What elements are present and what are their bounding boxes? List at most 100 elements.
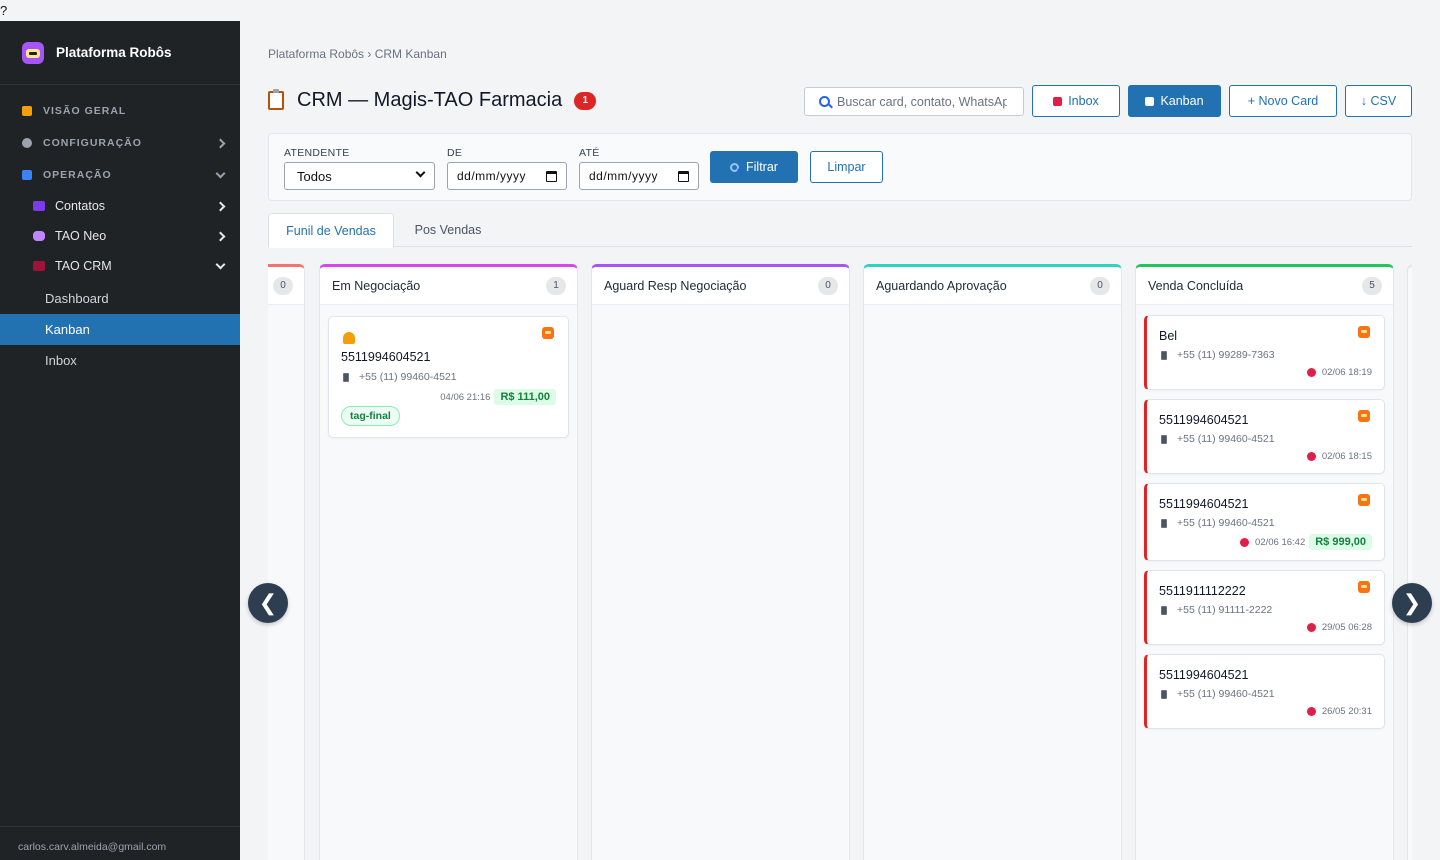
card-name: 5511994604521 xyxy=(1159,497,1249,511)
column-count: 1 xyxy=(546,276,566,295)
chevron-down-icon xyxy=(215,168,226,179)
card-date: 26/05 20:31 xyxy=(1321,706,1372,717)
column-count: 5 xyxy=(1362,276,1382,295)
phone-icon xyxy=(1161,434,1167,444)
card-phone-number: +55 (11) 99460-4521 xyxy=(359,371,457,383)
status-dot-icon xyxy=(1306,368,1316,377)
sidebar-item-dashboard[interactable]: Dashboard xyxy=(45,291,109,306)
title-row: CRM — Magis-TAO Farmacia 1 xyxy=(268,89,597,112)
phone-icon xyxy=(1161,605,1167,615)
phone-icon xyxy=(343,372,349,382)
card-date: 04/06 21:16 xyxy=(440,391,491,403)
kanban-card[interactable]: 5511994604521 +55 (11) 99460-4521 02/06 … xyxy=(1144,483,1385,561)
robot-icon xyxy=(33,231,45,241)
column-title: Aguard Resp Negociação xyxy=(604,278,747,293)
card-tag[interactable]: tag-final xyxy=(341,406,400,426)
nav-section-label: CONFIGURAÇÃO xyxy=(43,137,142,149)
to-date-input[interactable]: dd/mm/yyyy xyxy=(579,162,699,190)
card-name: 5511994604521 xyxy=(1159,668,1249,682)
nav-section-overview[interactable]: VISÃO GERAL xyxy=(0,95,240,127)
kanban-button-label: Kanban xyxy=(1160,94,1204,108)
clipboard-icon xyxy=(268,89,284,110)
sidebar-item-tao-crm[interactable]: TAO CRM xyxy=(0,251,240,281)
kanban-card[interactable]: 5511911112222 +55 (11) 91111-2222 29/05 … xyxy=(1144,570,1385,645)
chevron-down-icon xyxy=(215,259,226,270)
main-content: Plataforma Robôs › CRM Kanban CRM — Magi… xyxy=(240,21,1440,860)
briefcase-icon xyxy=(33,261,45,271)
chevron-down-icon xyxy=(415,167,426,178)
sidebar-item-contatos[interactable]: Contatos xyxy=(0,191,240,221)
robot-icon xyxy=(542,327,554,339)
to-date-placeholder: dd/mm/yyyy xyxy=(589,169,659,183)
sidebar-item-kanban[interactable]: Kanban xyxy=(0,314,240,345)
card-phone: +55 (11) 99460-4521 xyxy=(1161,517,1275,529)
calendar-icon[interactable] xyxy=(546,171,557,182)
column-header: Aguard Resp Negociação 0 xyxy=(592,267,849,305)
sidebar: Plataforma Robôs VISÃO GERAL CONFIGURAÇÃ… xyxy=(0,21,240,860)
to-date-label: ATÉ xyxy=(579,147,600,159)
user-email: carlos.carv.almeida@gmail.com xyxy=(0,826,240,860)
calendar-icon[interactable] xyxy=(678,171,689,182)
card-phone: +55 (11) 99460-4521 xyxy=(343,371,457,383)
from-date-label: DE xyxy=(447,147,463,159)
attendant-select-value: Todos xyxy=(297,168,332,184)
card-date: 02/06 16:42 xyxy=(1255,536,1306,548)
kanban-column-next xyxy=(1407,264,1412,860)
csv-export-button[interactable]: ↓ CSV xyxy=(1345,85,1412,117)
search-box[interactable] xyxy=(804,87,1024,116)
card-meta: 26/05 20:31 xyxy=(1306,706,1372,717)
attendant-select[interactable]: Todos xyxy=(284,162,435,190)
column-title: Venda Concluída xyxy=(1148,278,1244,293)
card-phone-number: +55 (11) 91111-2222 xyxy=(1177,604,1273,616)
column-title: Aguardando Aprovação xyxy=(876,278,1007,293)
brand-name: Plataforma Robôs xyxy=(56,45,172,60)
card-phone: +55 (11) 99460-4521 xyxy=(1161,433,1275,445)
sidebar-item-label: Contatos xyxy=(55,199,106,213)
kanban-column-aguard-resp: Aguard Resp Negociação 0 xyxy=(591,264,850,860)
from-date-placeholder: dd/mm/yyyy xyxy=(457,169,527,183)
scroll-right-button[interactable]: ❯ xyxy=(1392,583,1432,623)
brand[interactable]: Plataforma Robôs xyxy=(0,21,240,85)
robot-icon xyxy=(1358,494,1370,506)
sidebar-item-tao-neo[interactable]: TAO Neo xyxy=(0,221,240,251)
play-icon xyxy=(22,170,32,180)
nav-section-config[interactable]: CONFIGURAÇÃO xyxy=(0,127,240,159)
card-meta: 04/06 21:16 R$ 111,00 xyxy=(440,389,556,405)
kanban-card[interactable]: 5511994604521 +55 (11) 99460-4521 04/06 … xyxy=(328,316,569,438)
tab-funil-de-vendas[interactable]: Funil de Vendas xyxy=(268,213,394,248)
column-count: 0 xyxy=(818,276,838,295)
card-value: R$ 999,00 xyxy=(1309,534,1372,550)
search-icon xyxy=(819,96,830,107)
kanban-card[interactable]: 5511994604521 +55 (11) 99460-4521 26/05 … xyxy=(1144,654,1385,729)
card-name: 5511911112222 xyxy=(1159,584,1246,598)
card-meta: 29/05 06:28 xyxy=(1306,622,1372,633)
search-icon xyxy=(730,162,740,172)
kanban-card[interactable]: Bel +55 (11) 99289-7363 02/06 18:19 xyxy=(1144,315,1385,390)
chevron-right-icon xyxy=(215,201,226,211)
card-name: 5511994604521 xyxy=(341,350,431,364)
inbox-button-label: Inbox xyxy=(1068,94,1099,108)
nav-section-operation[interactable]: OPERAÇÃO xyxy=(0,159,240,191)
column-header: 0 xyxy=(268,267,304,305)
phone-icon xyxy=(1161,518,1167,528)
inbox-icon xyxy=(1053,96,1063,106)
breadcrumb: Plataforma Robôs › CRM Kanban xyxy=(268,47,447,61)
search-input[interactable] xyxy=(837,94,1007,109)
card-meta: 02/06 18:19 xyxy=(1306,367,1372,378)
sidebar-item-label: TAO CRM xyxy=(55,259,112,273)
from-date-input[interactable]: dd/mm/yyyy xyxy=(447,162,567,190)
kanban-column-em-negociacao: Em Negociação 1 5511994604521 +55 (11) 9… xyxy=(319,264,578,860)
status-dot-icon xyxy=(1306,452,1316,461)
sidebar-item-inbox[interactable]: Inbox xyxy=(45,353,77,368)
inbox-button[interactable]: Inbox xyxy=(1032,85,1120,117)
card-date: 29/05 06:28 xyxy=(1321,622,1372,633)
kanban-button[interactable]: Kanban xyxy=(1128,85,1221,117)
clear-button[interactable]: Limpar xyxy=(810,151,883,183)
filter-button[interactable]: Filtrar xyxy=(710,151,798,183)
kanban-card[interactable]: 5511994604521 +55 (11) 99460-4521 02/06 … xyxy=(1144,399,1385,474)
scroll-left-button[interactable]: ❮ xyxy=(248,583,288,623)
tab-pos-vendas[interactable]: Pos Vendas xyxy=(414,223,482,237)
filter-button-label: Filtrar xyxy=(746,160,778,174)
card-value: R$ 111,00 xyxy=(494,389,556,405)
new-card-button[interactable]: + Novo Card xyxy=(1229,85,1337,117)
